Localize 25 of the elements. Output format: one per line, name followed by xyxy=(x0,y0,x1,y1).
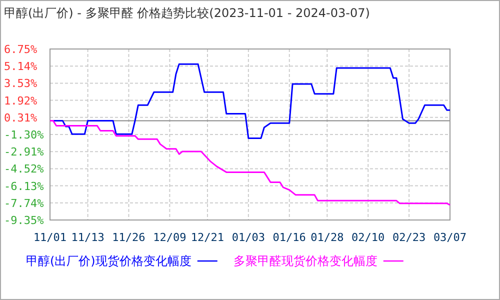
x-tick-label: 02/23 xyxy=(392,231,426,244)
x-tick-label: 11/26 xyxy=(112,231,146,244)
x-tick-label: 01/16 xyxy=(272,231,306,244)
x-tick-label: 01/03 xyxy=(232,231,265,244)
y-tick-label: -7.74% xyxy=(4,196,44,210)
y-tick-label: -1.30% xyxy=(4,128,44,142)
legend-label: 甲醇(出厂价)现货价格变化幅度 xyxy=(26,254,192,268)
y-tick-label: 0.31% xyxy=(4,111,38,124)
x-tick-label: 01/28 xyxy=(310,231,344,244)
y-tick-label: 3.53% xyxy=(4,77,38,90)
x-tick-label: 12/09 xyxy=(153,231,186,244)
y-tick-label: -2.91% xyxy=(4,146,44,159)
chart-title: 甲醇(出厂价) - 多聚甲醛 价格趋势比较(2023-11-01 - 2024-03-07) xyxy=(4,6,370,20)
x-tick-label: 12/21 xyxy=(190,231,224,244)
y-tick-label: -4.52% xyxy=(4,162,44,176)
y-tick-label: 5.14% xyxy=(4,60,38,74)
x-tick-label: 03/07 xyxy=(433,231,467,244)
x-tick-label: 11/01 xyxy=(33,231,67,244)
y-tick-label: -9.35% xyxy=(4,214,44,227)
y-tick-label: 6.75% xyxy=(4,43,38,56)
y-tick-label: -6.13% xyxy=(4,180,44,193)
x-tick-label: 11/13 xyxy=(71,231,104,244)
legend-label: 多聚甲醛现货价格变化幅度 xyxy=(233,254,378,268)
y-tick-label: 1.92% xyxy=(4,94,38,108)
x-tick-label: 02/10 xyxy=(352,231,385,244)
